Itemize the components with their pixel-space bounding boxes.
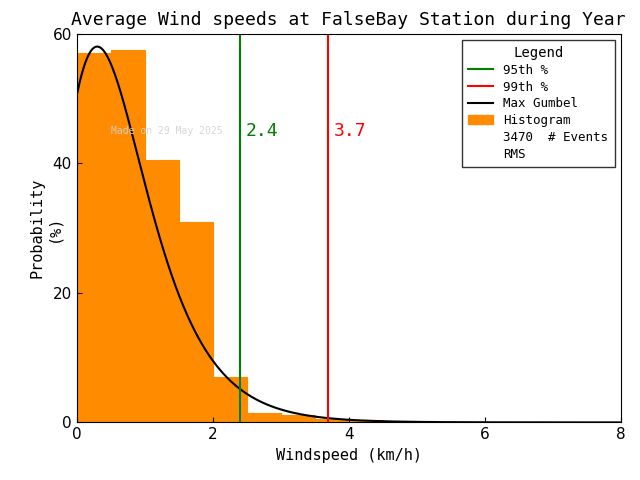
Y-axis label: Probability
(%): Probability (%) [29,178,62,278]
Bar [77,53,111,422]
Bar [111,50,145,422]
Text: Made on 29 May 2025: Made on 29 May 2025 [111,126,223,136]
Bar [247,413,281,422]
Bar [281,415,315,422]
Legend: 95th %, 99th %, Max Gumbel, Histogram, 3470  # Events, RMS: 95th %, 99th %, Max Gumbel, Histogram, 3… [462,40,614,167]
Title: Average Wind speeds at FalseBay Station during Year: Average Wind speeds at FalseBay Station … [72,11,626,29]
X-axis label: Windspeed (km/h): Windspeed (km/h) [276,448,422,463]
Text: 3.7: 3.7 [334,122,367,140]
Bar [179,222,212,422]
Bar [315,419,349,422]
Text: 2.4: 2.4 [246,122,278,140]
Bar [145,160,179,422]
Bar [349,420,383,422]
Bar [383,421,417,422]
Bar [212,377,247,422]
